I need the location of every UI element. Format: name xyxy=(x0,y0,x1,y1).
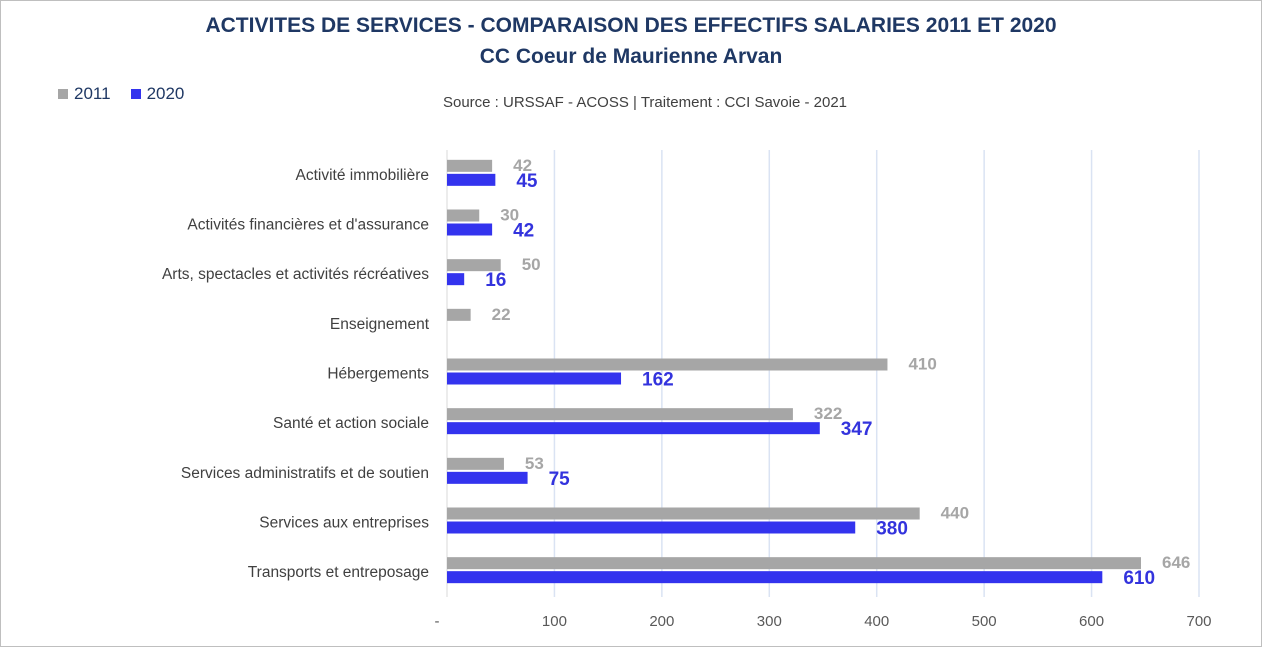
x-tick-label: 700 xyxy=(1186,613,1211,630)
data-label-2011: 322 xyxy=(814,404,842,423)
x-tick-label: 400 xyxy=(864,613,889,630)
bar-2020 xyxy=(447,422,820,435)
x-tick-label: 100 xyxy=(542,613,567,630)
bar-2020 xyxy=(447,521,856,534)
x-tick-label: - xyxy=(435,613,440,630)
data-label-2020: 45 xyxy=(516,171,538,192)
category-label: Hébergements xyxy=(327,366,429,383)
category-label: Arts, spectacles et activités récréative… xyxy=(162,266,429,283)
bar-2011 xyxy=(447,457,504,470)
data-label-2011: 22 xyxy=(492,305,511,324)
chart-subtitle: CC Coeur de Maurienne Arvan xyxy=(479,45,783,68)
bar-2020 xyxy=(447,273,465,286)
bar-2011 xyxy=(447,209,480,222)
category-label: Activité immobilière xyxy=(295,167,429,184)
legend-swatch-2020 xyxy=(130,89,141,99)
bar-2011 xyxy=(447,557,1141,570)
legend-label-2011: 2011 xyxy=(74,84,111,103)
bar-2020 xyxy=(447,571,1103,584)
bar-2020 xyxy=(447,173,496,186)
data-label-2020: 75 xyxy=(549,469,571,490)
bar-2011 xyxy=(447,408,793,421)
category-label: Services aux entreprises xyxy=(259,515,429,532)
data-label-2011: 646 xyxy=(1162,553,1190,572)
legend-swatch-2011 xyxy=(58,89,68,99)
data-label-2011: 42 xyxy=(513,156,532,175)
legend: 2011 2020 xyxy=(58,84,204,104)
data-label-2011: 30 xyxy=(500,206,519,225)
data-label-2020: 162 xyxy=(642,370,674,391)
category-label: Enseignement xyxy=(330,316,430,333)
data-label-2011: 50 xyxy=(522,255,541,274)
bar-2011 xyxy=(447,159,493,172)
x-tick-label: 600 xyxy=(1079,613,1104,630)
bar-2020 xyxy=(447,372,622,385)
data-label-2020: 347 xyxy=(841,419,873,440)
data-label-2011: 410 xyxy=(908,355,936,374)
bar-2011 xyxy=(447,308,471,321)
data-label-2020: 610 xyxy=(1123,568,1155,589)
bar-2011 xyxy=(447,358,888,371)
bar-2020 xyxy=(447,471,528,484)
chart-title: ACTIVITES DE SERVICES - COMPARAISON DES … xyxy=(205,14,1057,37)
data-label-2020: 16 xyxy=(485,270,506,291)
x-tick-label: 300 xyxy=(757,613,782,630)
category-label: Activités financières et d'assurance xyxy=(187,217,429,234)
category-label: Transports et entreposage xyxy=(248,564,429,581)
bar-2011 xyxy=(447,507,920,520)
x-tick-label: 500 xyxy=(972,613,997,630)
category-label: Santé et action sociale xyxy=(273,415,429,432)
data-label-2020: 42 xyxy=(513,221,534,242)
data-label-2020: 380 xyxy=(876,519,908,540)
source-note: Source : URSSAF - ACOSS | Traitement : C… xyxy=(442,94,848,111)
legend-item-2020: 2020 xyxy=(130,84,185,104)
data-label-2011: 53 xyxy=(525,454,544,473)
data-label-2011: 440 xyxy=(941,504,969,523)
x-tick-label: 200 xyxy=(649,613,674,630)
bar-2020 xyxy=(447,223,493,236)
legend-label-2020: 2020 xyxy=(146,84,185,103)
category-label: Services administratifs et de soutien xyxy=(181,465,429,482)
legend-item-2011: 2011 xyxy=(58,84,111,104)
bar-2011 xyxy=(447,259,501,272)
